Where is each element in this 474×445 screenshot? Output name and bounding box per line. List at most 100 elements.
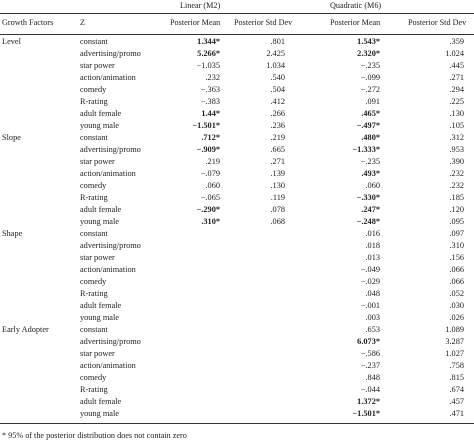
table-row: advertising/promo .018 .310 xyxy=(0,240,474,253)
col-header-factor: Growth Factors xyxy=(2,18,54,27)
cell-m6-mean: .013 xyxy=(365,253,380,262)
cell-m6-mean: −.586 xyxy=(360,349,380,358)
bottom-rule xyxy=(0,423,474,424)
cell-z-variable: advertising/promo xyxy=(80,337,141,346)
table-row: Shape constant .016 .097 xyxy=(0,228,474,241)
cell-m6-mean: .060 xyxy=(365,181,380,190)
table-row: advertising/promo 6.073* 3.287 xyxy=(0,336,474,349)
cell-m2-mean: 1.44* xyxy=(201,109,220,118)
table-row: young male −1.501* .236 −.497* .105 xyxy=(0,120,474,133)
cell-m6-sd: .095 xyxy=(449,217,464,226)
table-row: adult female −.290* .078 .247* .120 xyxy=(0,204,474,217)
cell-m2-sd: .801 xyxy=(270,37,285,46)
table-row: comedy .848 .815 xyxy=(0,372,474,385)
table-row: advertising/promo 5.266* 2.425 2.320* 1.024 xyxy=(0,48,474,61)
cell-growth-factor: Slope xyxy=(2,133,21,142)
cell-z-variable: constant xyxy=(80,229,108,238)
cell-m6-mean: 1.372* xyxy=(357,397,380,406)
cell-m6-sd: .130 xyxy=(449,109,464,118)
cell-z-variable: action/animation xyxy=(80,361,136,370)
table-row: R-rating −.044 .674 xyxy=(0,384,474,397)
table-row: star power .013 .156 xyxy=(0,252,474,265)
cell-growth-factor: Shape xyxy=(2,229,23,238)
cell-m2-sd: .665 xyxy=(270,145,285,154)
table-row: comedy −.363 .504 −.272 .294 xyxy=(0,84,474,97)
cell-m6-mean: −.248* xyxy=(356,217,380,226)
cell-m6-mean: −.001 xyxy=(360,301,380,310)
cell-m6-sd: .105 xyxy=(449,121,464,130)
cell-m6-sd: .232 xyxy=(449,181,464,190)
cell-m2-mean: .219 xyxy=(205,157,220,166)
cell-z-variable: constant xyxy=(80,133,108,142)
cell-z-variable: young male xyxy=(80,217,119,226)
cell-m6-mean: −.272 xyxy=(360,85,380,94)
cell-m6-sd: .232 xyxy=(449,169,464,178)
table-row: Slope constant .712* .219 .480* .312 xyxy=(0,132,474,145)
group-header-quadratic: Quadratic (M6) xyxy=(330,1,382,10)
cell-m6-sd: .457 xyxy=(449,397,464,406)
table-row: star power −.586 1.027 xyxy=(0,348,474,361)
cell-m6-mean: −.029 xyxy=(360,277,380,286)
cell-m6-mean: −.497* xyxy=(356,121,380,130)
cell-m2-sd: .130 xyxy=(270,181,285,190)
col-header-m6-sd: Posterior Std Dev xyxy=(408,18,467,27)
cell-m6-sd: .026 xyxy=(449,313,464,322)
cell-m6-sd: .294 xyxy=(449,85,464,94)
table-row: action/animation .232 .540 −.099 .271 xyxy=(0,72,474,85)
col-header-m2-mean: Posterior Mean xyxy=(170,18,221,27)
cell-m6-mean: −.330* xyxy=(356,193,380,202)
table-row: young male .003 .026 xyxy=(0,312,474,325)
table-row: Early Adopter constant .653 1.089 xyxy=(0,324,474,337)
cell-z-variable: star power xyxy=(80,157,115,166)
cell-m6-sd: .097 xyxy=(449,229,464,238)
cell-m6-mean: 6.073* xyxy=(357,337,380,346)
cell-m6-sd: .066 xyxy=(449,265,464,274)
cell-m2-sd: .068 xyxy=(270,217,285,226)
cell-m6-mean: −.049 xyxy=(360,265,380,274)
cell-z-variable: comedy xyxy=(80,277,107,286)
cell-m2-mean: −1.501* xyxy=(192,121,220,130)
cell-z-variable: comedy xyxy=(80,181,107,190)
table-row: adult female 1.44* .266 .465* .130 xyxy=(0,108,474,121)
table-row: Level constant 1.344* .801 1.543* .359 xyxy=(0,36,474,49)
cell-m6-mean: .016 xyxy=(365,229,380,238)
cell-m2-mean: .310* xyxy=(201,217,220,226)
cell-z-variable: advertising/promo xyxy=(80,241,141,250)
cell-m6-sd: .815 xyxy=(449,373,464,382)
cell-m6-mean: −1.501* xyxy=(352,409,380,418)
table-row: R-rating .048 .052 xyxy=(0,288,474,301)
cell-m2-sd: .119 xyxy=(270,193,285,202)
cell-m6-mean: 2.320* xyxy=(357,49,380,58)
cell-z-variable: comedy xyxy=(80,373,107,382)
col-header-z: Z xyxy=(80,18,86,27)
cell-m6-mean: .480* xyxy=(361,133,380,142)
cell-m6-sd: .066 xyxy=(449,277,464,286)
cell-m2-sd: .139 xyxy=(270,169,285,178)
cell-m2-sd: .266 xyxy=(270,109,285,118)
cell-z-variable: R-rating xyxy=(80,289,108,298)
cell-m6-mean: −.044 xyxy=(360,385,380,394)
table-row: adult female −.001 .030 xyxy=(0,300,474,313)
table-row: young male .310* .068 −.248* .095 xyxy=(0,216,474,229)
cell-m2-sd: .540 xyxy=(270,73,285,82)
group-header-linear: Linear (M2) xyxy=(180,1,221,10)
cell-m6-sd: .445 xyxy=(449,61,464,70)
cell-m6-sd: .471 xyxy=(449,409,464,418)
cell-m2-mean: −.290* xyxy=(196,205,220,214)
cell-m6-mean: .465* xyxy=(361,109,380,118)
cell-m2-mean: −.079 xyxy=(200,169,220,178)
cell-m2-sd: 2.425 xyxy=(266,49,285,58)
cell-m6-sd: .312 xyxy=(449,133,464,142)
table-row: action/animation −.237 .758 xyxy=(0,360,474,373)
cell-z-variable: young male xyxy=(80,409,119,418)
col-header-m6-mean: Posterior Mean xyxy=(330,18,381,27)
cell-m6-mean: .003 xyxy=(365,313,380,322)
cell-growth-factor: Early Adopter xyxy=(2,325,49,334)
cell-z-variable: action/animation xyxy=(80,265,136,274)
cell-m2-mean: −.065 xyxy=(200,193,220,202)
cell-m2-sd: .504 xyxy=(270,85,285,94)
cell-m6-mean: −.099 xyxy=(360,73,380,82)
cell-m2-mean: .232 xyxy=(205,73,220,82)
cell-m6-mean: .653 xyxy=(365,325,380,334)
